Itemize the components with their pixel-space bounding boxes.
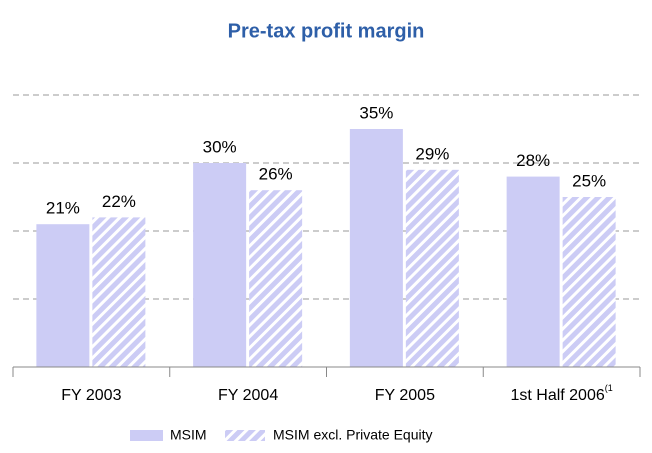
data-label: 28% [516, 151, 550, 170]
legend-label: MSIM [170, 427, 207, 443]
bar [349, 129, 403, 367]
bar [92, 217, 146, 367]
legend-label: MSIM excl. Private Equity [273, 427, 433, 443]
data-label: 29% [415, 144, 449, 163]
data-label: 30% [203, 137, 237, 156]
bar [36, 224, 90, 367]
data-label: 25% [572, 171, 606, 190]
data-label: 26% [259, 165, 293, 184]
bar [506, 176, 560, 367]
chart-title: Pre-tax profit margin [228, 20, 425, 42]
bar [562, 197, 616, 367]
bar [249, 190, 303, 367]
x-tick-label: FY 2003 [61, 387, 121, 404]
footnote-mark: (1 [605, 383, 613, 393]
data-label: 22% [102, 192, 136, 211]
data-label: 35% [359, 103, 393, 122]
bar [405, 169, 459, 367]
legend-swatch [130, 430, 163, 441]
x-tick-label: FY 2005 [375, 387, 435, 404]
x-tick-label: FY 2004 [218, 387, 278, 404]
bar [193, 163, 247, 367]
legend-swatch [225, 430, 265, 441]
data-label: 21% [46, 199, 80, 218]
x-tick-label: 1st Half 2006(1 [510, 383, 612, 404]
